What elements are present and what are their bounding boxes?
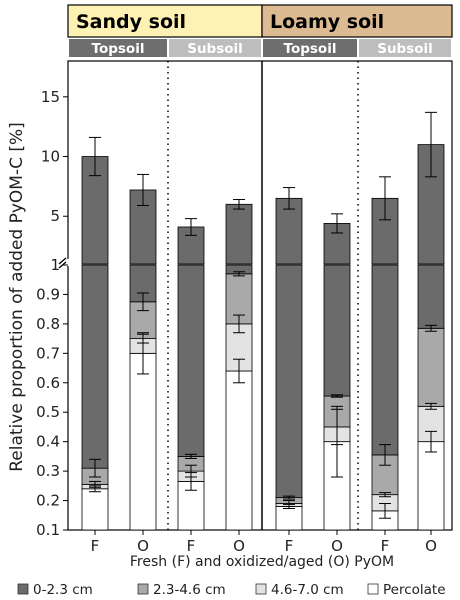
layer-title: Topsoil — [92, 41, 145, 57]
x-tick-label: O — [233, 537, 245, 555]
bar-segment-0-2.3-lower — [177, 264, 205, 457]
legend: 0-2.3 cm 2.3-4.6 cm 4.6-7.0 cm Percolate — [17, 582, 446, 598]
bar-group — [371, 176, 399, 531]
bar-segment-2.3-4.6 — [417, 327, 445, 407]
bar-segment-percolate — [81, 488, 109, 531]
layer-header — [359, 39, 451, 57]
bar-segment-0-2.3-lower — [81, 264, 109, 469]
axis-break-mark — [58, 257, 67, 265]
bars — [81, 111, 445, 531]
soil-title: Sandy soil — [76, 11, 186, 33]
bar-segment-percolate — [225, 370, 253, 531]
legend-swatch — [255, 583, 267, 595]
bar-group — [81, 136, 109, 531]
layer-header — [263, 39, 357, 57]
legend-swatch — [17, 583, 29, 595]
x-tick-label: F — [285, 537, 294, 555]
bar-segment-0-2.3-lower — [275, 264, 303, 499]
axis-break-mark — [58, 261, 67, 269]
bar-group — [225, 199, 253, 531]
layer-title: Topsoil — [284, 41, 337, 57]
bar-segment-0-2.3-lower — [323, 264, 351, 397]
layer-header — [69, 39, 167, 57]
y-tick-label: 0.4 — [36, 433, 60, 451]
legend-label: 2.3-4.6 cm — [153, 582, 226, 598]
x-tick-label: F — [381, 537, 390, 555]
x-tick-label: O — [425, 537, 437, 555]
y-tick-label: 0.1 — [36, 521, 60, 539]
bar-segment-percolate — [417, 441, 445, 531]
axis-break-gap — [56, 259, 70, 266]
bar-group — [417, 111, 445, 531]
y-tick-label: 0.6 — [36, 374, 60, 392]
layer-title: Subsoil — [187, 41, 243, 57]
soil-title: Loamy soil — [270, 11, 384, 33]
legend-swatch — [137, 583, 149, 595]
y-tick-label: 0.3 — [36, 462, 60, 480]
legend-label: Percolate — [383, 582, 446, 598]
bar-segment-percolate — [129, 352, 157, 531]
x-tick-label: F — [187, 537, 196, 555]
layer-header — [169, 39, 261, 57]
bar-group — [275, 187, 303, 531]
y-tick-label: 10 — [41, 148, 60, 166]
legend-swatch — [367, 583, 379, 595]
bar-group — [177, 218, 205, 531]
x-axis-label: Fresh (F) and oxidized/aged (O) PyOM — [130, 554, 394, 570]
legend-label: 4.6-7.0 cm — [271, 582, 344, 598]
x-tick-label: O — [137, 537, 149, 555]
y-tick-label: 1 — [50, 256, 60, 274]
y-tick-label: 0.2 — [36, 492, 60, 510]
bar-segment-0-2.3-upper — [225, 203, 253, 265]
bar-segment-0-2.3-lower — [371, 264, 399, 456]
y-tick-label: 5 — [50, 207, 60, 225]
legend-label: 0-2.3 cm — [33, 582, 93, 598]
y-axis-label: Relative proportion of added PyOM-C [%] — [7, 122, 27, 472]
x-tick-label: O — [331, 537, 343, 555]
y-tick-label: 0.7 — [36, 344, 60, 362]
bar-segment-0-2.3-upper — [323, 222, 351, 265]
panel-headers: Sandy soil Topsoil Subsoil Loamy soil Topsoi… — [67, 4, 453, 57]
y-tick-label: 0.8 — [36, 315, 60, 333]
bar-segment-0-2.3-lower — [417, 264, 445, 329]
soil-header — [261, 4, 453, 38]
y-tick-label: 0.9 — [36, 285, 60, 303]
bar-segment-percolate — [275, 506, 303, 531]
bar-group — [323, 213, 351, 531]
soil-header — [67, 4, 263, 38]
y-tick-label: 15 — [41, 88, 60, 106]
bar-group — [129, 173, 157, 531]
layer-title: Subsoil — [377, 41, 433, 57]
x-tick-label: F — [91, 537, 100, 555]
y-tick-label: 0.5 — [36, 403, 60, 421]
